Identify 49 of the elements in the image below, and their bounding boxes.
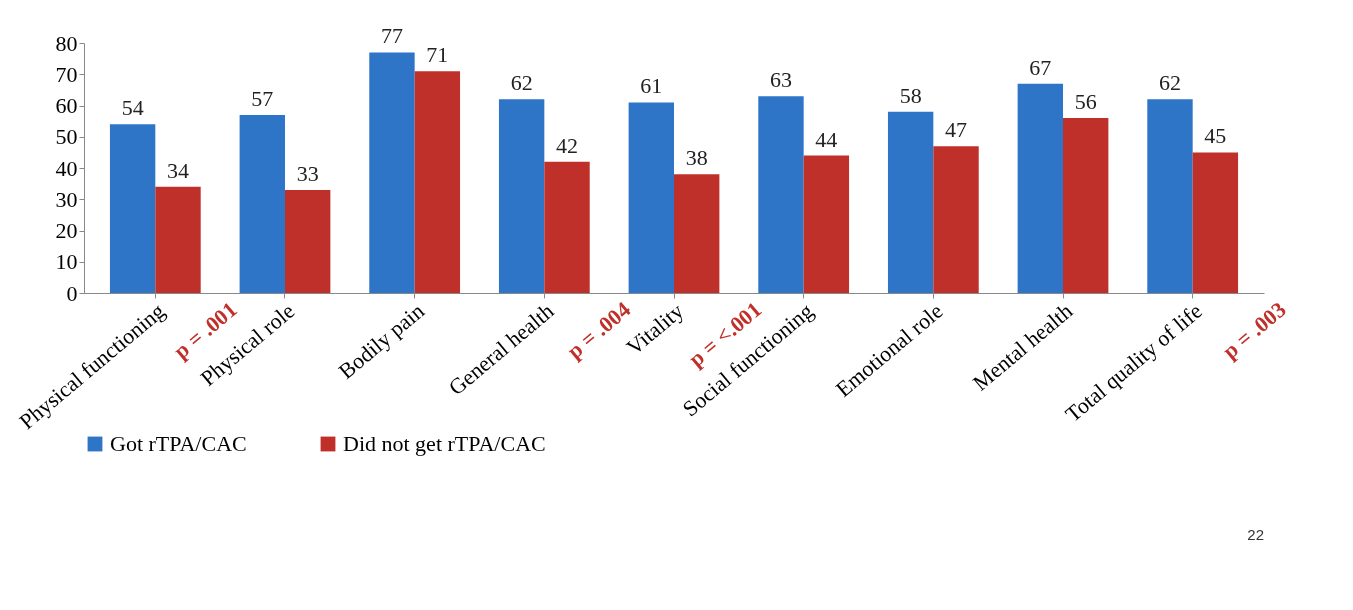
bar: [674, 174, 720, 293]
bar: [803, 155, 850, 293]
y-tick-label: 50: [55, 124, 78, 150]
bar: [1147, 99, 1193, 293]
data-label: 58: [899, 82, 922, 108]
bar: [369, 52, 415, 293]
bar: [1063, 118, 1109, 293]
data-label: 67: [1029, 54, 1052, 80]
bar: [239, 114, 285, 293]
data-label: 63: [769, 67, 792, 93]
y-tick-label: 70: [55, 61, 78, 87]
data-label: 61: [640, 73, 663, 99]
y-tick-label: 30: [55, 186, 78, 212]
bar: [758, 96, 804, 293]
y-tick-label: 0: [66, 280, 78, 306]
bar: [933, 146, 979, 293]
bar: [284, 189, 331, 293]
data-label: 44: [815, 126, 838, 152]
data-label: 34: [167, 157, 190, 183]
text: p = .003: [1217, 296, 1291, 364]
data-label: 56: [1074, 89, 1097, 114]
bar: [887, 111, 934, 293]
data-label: 57: [251, 85, 274, 111]
data-label: 42: [556, 132, 579, 158]
bar: [1192, 152, 1239, 293]
data-label: 71: [426, 42, 449, 68]
data-label: 77: [380, 23, 403, 49]
data-label: 38: [685, 145, 708, 171]
y-tick-label: 60: [55, 93, 78, 118]
data-label: 62: [1158, 70, 1181, 96]
text: 22: [1247, 526, 1264, 543]
legend-label: Got rTPA/CAC: [110, 431, 247, 456]
bar: [628, 102, 674, 293]
data-label: 54: [121, 95, 144, 121]
legend-label: Did not get rTPA/CAC: [343, 431, 546, 456]
y-tick-label: 20: [55, 218, 78, 243]
y-tick-label: 40: [55, 155, 78, 181]
data-label: 47: [945, 117, 968, 143]
bar: [544, 161, 590, 293]
data-label: 62: [510, 70, 533, 96]
bar: [414, 71, 461, 293]
bar: [109, 124, 156, 293]
data-label: 33: [296, 160, 319, 186]
data-label: 45: [1204, 123, 1227, 149]
bar: [155, 186, 201, 293]
bar: [1017, 83, 1064, 293]
bar: [498, 99, 545, 293]
y-tick-label: 80: [55, 30, 78, 56]
y-tick-label: 10: [55, 249, 78, 275]
